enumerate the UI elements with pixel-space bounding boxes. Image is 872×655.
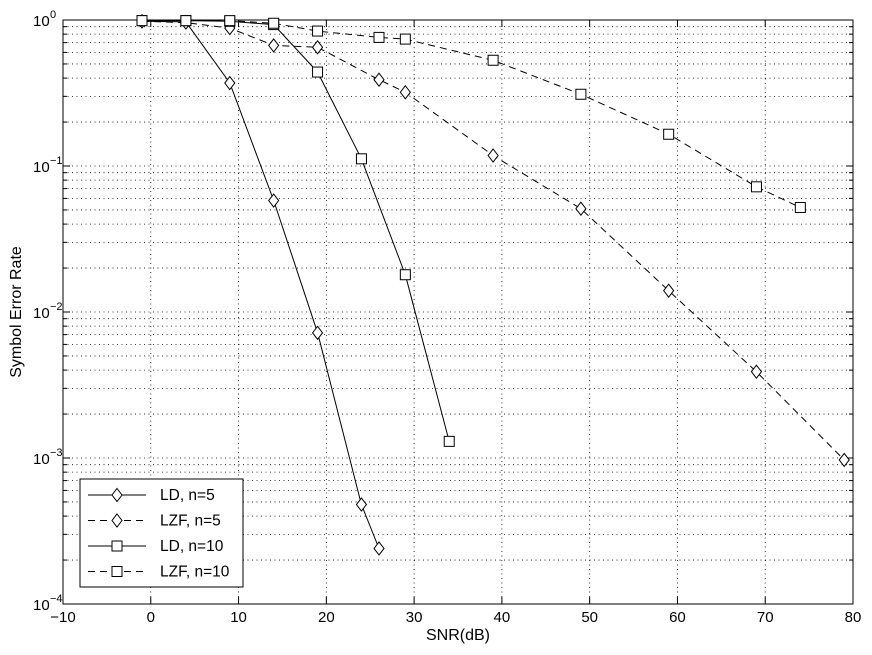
data-point bbox=[373, 541, 385, 556]
x-axis-label: SNR(dB) bbox=[426, 627, 490, 644]
legend-marker bbox=[111, 487, 123, 503]
legend-item: LD, n=10 bbox=[88, 538, 224, 555]
data-point bbox=[373, 31, 385, 43]
x-tick-label: −10 bbox=[50, 609, 75, 626]
y-tick-label: 10 −1 bbox=[33, 155, 63, 176]
y-tick-exponent: −3 bbox=[50, 447, 63, 459]
series-4 bbox=[136, 15, 806, 213]
data-point bbox=[311, 39, 324, 55]
legend-item: LZF, n=5 bbox=[88, 513, 221, 530]
legend-label: LD, n=10 bbox=[160, 538, 224, 555]
y-tick-exponent: −2 bbox=[50, 301, 63, 313]
data-point bbox=[750, 181, 762, 193]
y-tick-base: 10 bbox=[33, 13, 50, 30]
data-point bbox=[268, 17, 280, 29]
data-point bbox=[355, 497, 368, 512]
y-tick-base: 10 bbox=[33, 159, 50, 176]
x-tick-label: 60 bbox=[669, 609, 686, 626]
data-point bbox=[399, 33, 411, 45]
legend-item: LD, n=5 bbox=[88, 487, 215, 504]
data-point bbox=[312, 25, 324, 37]
axis-ticks bbox=[62, 19, 854, 605]
data-point bbox=[268, 38, 280, 53]
legend-item: LZF, n=10 bbox=[88, 564, 230, 581]
data-point bbox=[311, 325, 324, 341]
legend-label: LZF, n=5 bbox=[160, 513, 221, 530]
data-point bbox=[750, 364, 763, 380]
legend-marker bbox=[111, 540, 123, 552]
y-tick-base: 10 bbox=[33, 305, 50, 322]
data-point bbox=[487, 148, 499, 163]
legend-label: LD, n=5 bbox=[160, 487, 215, 504]
data-point bbox=[136, 15, 148, 27]
data-point bbox=[575, 88, 587, 100]
data-point bbox=[180, 15, 192, 27]
legend-box bbox=[79, 478, 244, 588]
data-point bbox=[443, 435, 455, 447]
data-point bbox=[838, 452, 850, 468]
y-tick-exponent: −1 bbox=[50, 155, 63, 167]
data-point bbox=[399, 84, 411, 100]
x-tick-label: 80 bbox=[845, 609, 862, 626]
y-axis-label: Symbol Error Rate bbox=[8, 246, 25, 378]
x-tick-label: 20 bbox=[318, 609, 335, 626]
data-point bbox=[399, 269, 411, 281]
x-tick-label: 50 bbox=[581, 609, 598, 626]
data-point bbox=[268, 193, 280, 208]
y-tick-base: 10 bbox=[33, 451, 50, 468]
data-point bbox=[663, 128, 675, 140]
data-point bbox=[794, 201, 806, 213]
y-tick-label: 10 0 bbox=[33, 9, 56, 30]
x-tick-label: 0 bbox=[147, 609, 155, 626]
y-tick-exponent: 0 bbox=[50, 9, 56, 21]
data-point bbox=[312, 66, 324, 78]
x-tick-label: 70 bbox=[757, 609, 774, 626]
y-tick-exponent: −4 bbox=[50, 593, 63, 605]
legend-marker bbox=[111, 566, 123, 577]
series-2 bbox=[136, 13, 850, 468]
legend-marker bbox=[111, 513, 123, 528]
axes-box bbox=[62, 19, 854, 605]
data-point bbox=[487, 54, 499, 66]
y-tick-label: 10 −2 bbox=[33, 301, 63, 322]
legend-label: LZF, n=10 bbox=[160, 564, 230, 581]
x-tick-label: 10 bbox=[230, 609, 247, 626]
legend: LD, n=5 LZF, n=5 LD, n=10 LZF, n=10 bbox=[79, 478, 244, 588]
series-line bbox=[141, 20, 845, 461]
y-tick-label: 10 −4 bbox=[33, 593, 63, 614]
y-tick-label: 10 −3 bbox=[33, 447, 63, 468]
x-tick-label: 30 bbox=[406, 609, 423, 626]
data-point bbox=[575, 201, 587, 217]
x-tick-label: 40 bbox=[494, 609, 511, 626]
data-point bbox=[224, 15, 236, 27]
data-point bbox=[355, 153, 367, 165]
data-point bbox=[224, 75, 236, 91]
data-point bbox=[663, 283, 675, 298]
data-point bbox=[373, 72, 385, 88]
y-tick-base: 10 bbox=[33, 597, 50, 614]
